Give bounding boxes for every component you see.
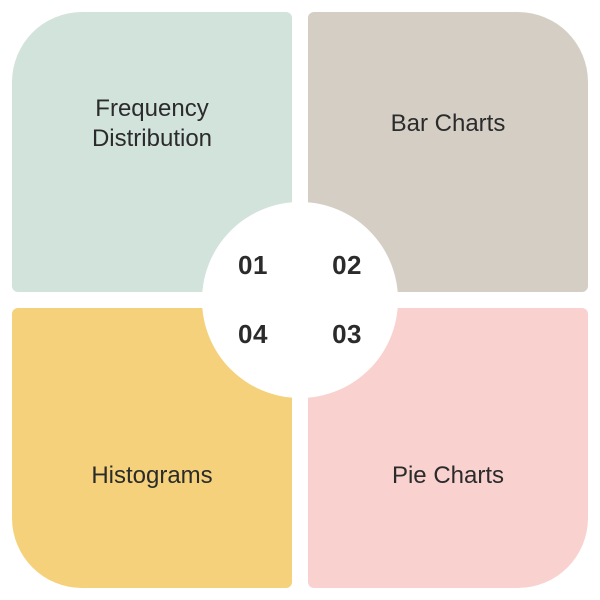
hub-number-03: 03 xyxy=(332,319,362,350)
hub-number-04: 04 xyxy=(238,319,268,350)
quadrant-label: Histograms xyxy=(69,461,234,491)
hub-number-01: 01 xyxy=(238,250,268,281)
four-petal-diagram: Frequency Distribution Bar Charts Pie Ch… xyxy=(0,0,600,600)
hub-number-02: 02 xyxy=(332,250,362,281)
center-hub: 01 02 03 04 xyxy=(202,202,398,398)
quadrant-label: Frequency Distribution xyxy=(70,94,234,154)
quadrant-label: Bar Charts xyxy=(369,109,528,139)
quadrant-label: Pie Charts xyxy=(370,461,526,491)
